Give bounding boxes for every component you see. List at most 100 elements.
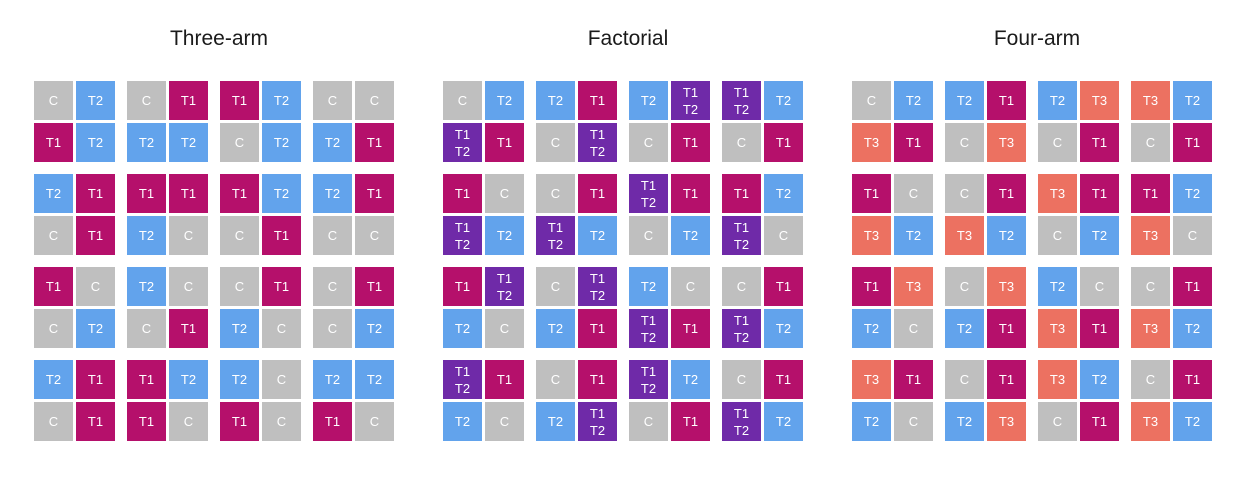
cell-c: C xyxy=(313,267,352,306)
cell-c: C xyxy=(894,402,933,441)
cell-t2: T2 xyxy=(355,360,394,399)
cell-t3: T3 xyxy=(1038,309,1077,348)
cell-c: C xyxy=(34,81,73,120)
cell-t1: T1 xyxy=(852,174,891,213)
cell-t1t2: T1 T2 xyxy=(578,402,617,441)
cell-t1: T1 xyxy=(894,123,933,162)
cell-t2: T2 xyxy=(536,402,575,441)
cell-t1t2: T1 T2 xyxy=(443,123,482,162)
cell-t2: T2 xyxy=(169,360,208,399)
cell-t1: T1 xyxy=(220,174,259,213)
cell-t1t2: T1 T2 xyxy=(578,123,617,162)
cell-c: C xyxy=(945,174,984,213)
cell-t1: T1 xyxy=(987,174,1026,213)
cell-t3: T3 xyxy=(945,216,984,255)
cell-t1t2: T1 T2 xyxy=(671,81,710,120)
cell-t3: T3 xyxy=(852,216,891,255)
cell-t2: T2 xyxy=(894,81,933,120)
cell-t2: T2 xyxy=(262,174,301,213)
cell-t3: T3 xyxy=(1131,402,1170,441)
cell-c: C xyxy=(262,360,301,399)
cell-t1t2: T1 T2 xyxy=(722,216,761,255)
cell-t2: T2 xyxy=(1173,81,1212,120)
cell-t1: T1 xyxy=(127,360,166,399)
cell-c: C xyxy=(894,309,933,348)
cell-t2: T2 xyxy=(169,123,208,162)
cell-t2: T2 xyxy=(443,402,482,441)
cell-t1: T1 xyxy=(76,402,115,441)
cell-t1: T1 xyxy=(355,174,394,213)
cell-t2: T2 xyxy=(578,216,617,255)
cell-c: C xyxy=(313,216,352,255)
cell-t2: T2 xyxy=(34,174,73,213)
cell-c: C xyxy=(629,402,668,441)
cell-t1: T1 xyxy=(671,402,710,441)
cell-c: C xyxy=(313,309,352,348)
cell-c: C xyxy=(536,123,575,162)
cell-t2: T2 xyxy=(220,309,259,348)
cell-c: C xyxy=(34,402,73,441)
cell-t1: T1 xyxy=(894,360,933,399)
cell-t3: T3 xyxy=(987,267,1026,306)
cell-t2: T2 xyxy=(262,123,301,162)
cell-t2: T2 xyxy=(629,267,668,306)
cell-t1: T1 xyxy=(76,216,115,255)
cell-t1: T1 xyxy=(1173,123,1212,162)
cell-c: C xyxy=(127,81,166,120)
cell-c: C xyxy=(536,174,575,213)
cell-t3: T3 xyxy=(1038,360,1077,399)
cell-t1: T1 xyxy=(1080,174,1119,213)
cell-t1: T1 xyxy=(262,216,301,255)
cell-c: C xyxy=(355,402,394,441)
cell-t2: T2 xyxy=(1038,267,1077,306)
cell-t2: T2 xyxy=(220,360,259,399)
cell-t2: T2 xyxy=(1080,216,1119,255)
cell-t2: T2 xyxy=(1080,360,1119,399)
cell-t2: T2 xyxy=(894,216,933,255)
cell-t2: T2 xyxy=(313,123,352,162)
cell-t1: T1 xyxy=(127,174,166,213)
cell-c: C xyxy=(262,309,301,348)
cell-c: C xyxy=(536,267,575,306)
cell-c: C xyxy=(852,81,891,120)
cell-t1: T1 xyxy=(1131,174,1170,213)
cell-t1: T1 xyxy=(1080,123,1119,162)
cell-c: C xyxy=(629,216,668,255)
cell-t3: T3 xyxy=(1131,309,1170,348)
cell-t2: T2 xyxy=(852,402,891,441)
cell-c: C xyxy=(1131,360,1170,399)
cell-t1: T1 xyxy=(578,174,617,213)
cell-t2: T2 xyxy=(1038,81,1077,120)
cell-t1: T1 xyxy=(1080,402,1119,441)
cell-t3: T3 xyxy=(1080,81,1119,120)
cell-c: C xyxy=(1038,216,1077,255)
cell-t2: T2 xyxy=(262,81,301,120)
cell-c: C xyxy=(169,402,208,441)
cell-t1: T1 xyxy=(485,360,524,399)
cell-t1: T1 xyxy=(355,267,394,306)
cell-c: C xyxy=(34,309,73,348)
cell-t2: T2 xyxy=(945,402,984,441)
cell-t2: T2 xyxy=(671,216,710,255)
cell-t2: T2 xyxy=(76,309,115,348)
cell-t1t2: T1 T2 xyxy=(578,267,617,306)
cell-t2: T2 xyxy=(127,267,166,306)
cell-t1t2: T1 T2 xyxy=(629,174,668,213)
cell-t2: T2 xyxy=(313,360,352,399)
cell-t3: T3 xyxy=(894,267,933,306)
cell-c: C xyxy=(127,309,166,348)
cell-c: C xyxy=(1173,216,1212,255)
cell-t2: T2 xyxy=(34,360,73,399)
cell-t1t2: T1 T2 xyxy=(485,267,524,306)
cell-c: C xyxy=(629,123,668,162)
cell-c: C xyxy=(722,267,761,306)
cell-t1: T1 xyxy=(1080,309,1119,348)
cell-t1: T1 xyxy=(220,81,259,120)
cell-c: C xyxy=(34,216,73,255)
panel-title: Factorial xyxy=(587,27,669,50)
cell-c: C xyxy=(1080,267,1119,306)
cell-t1: T1 xyxy=(443,174,482,213)
cell-t2: T2 xyxy=(536,81,575,120)
cell-t3: T3 xyxy=(1131,81,1170,120)
cell-t1t2: T1 T2 xyxy=(629,360,668,399)
